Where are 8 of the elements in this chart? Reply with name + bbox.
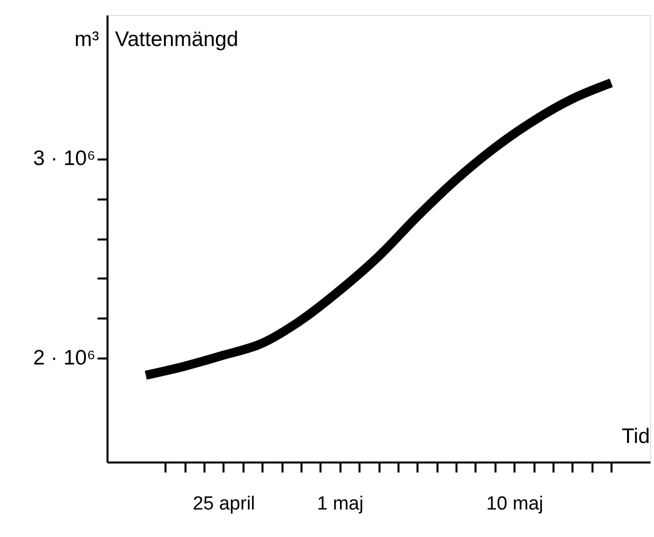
y-tick-label: 2 · 10⁶ [33,346,96,370]
x-tick-label: 10 maj [486,494,544,514]
x-tick-label: 1 maj [316,494,364,514]
x-axis-title: Tid [622,425,650,448]
y-axis-title: Vattenmängd [115,28,238,51]
text: m³ [74,28,99,51]
y-tick-label: 3 · 10⁶ [33,147,96,170]
x-tick-label: 25 april [192,494,256,514]
